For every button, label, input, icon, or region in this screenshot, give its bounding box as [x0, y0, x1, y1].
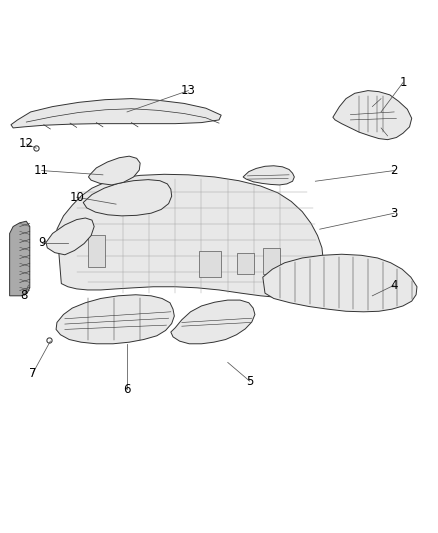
- Text: LHD: LHD: [151, 190, 165, 196]
- Text: 7: 7: [29, 367, 37, 379]
- Bar: [263, 248, 280, 274]
- Text: 12: 12: [19, 138, 34, 150]
- Text: 8: 8: [21, 289, 28, 302]
- Text: 11: 11: [34, 164, 49, 177]
- Text: 5: 5: [246, 375, 253, 387]
- Polygon shape: [83, 180, 172, 216]
- Polygon shape: [243, 166, 294, 185]
- Text: 9: 9: [38, 236, 46, 249]
- Text: 4: 4: [390, 279, 398, 292]
- Text: 3: 3: [391, 207, 398, 220]
- Polygon shape: [88, 156, 140, 185]
- Text: 10: 10: [69, 191, 84, 204]
- Bar: [199, 251, 221, 277]
- Text: M6: M6: [126, 190, 137, 196]
- Bar: [237, 253, 254, 274]
- Bar: [88, 235, 105, 266]
- Polygon shape: [263, 254, 417, 312]
- Polygon shape: [333, 91, 412, 140]
- Polygon shape: [11, 99, 221, 128]
- Text: 13: 13: [181, 84, 196, 97]
- Polygon shape: [171, 300, 255, 344]
- Polygon shape: [10, 221, 30, 296]
- Polygon shape: [56, 295, 174, 344]
- Text: 6: 6: [123, 383, 131, 395]
- Polygon shape: [57, 174, 323, 297]
- Polygon shape: [46, 218, 94, 255]
- Text: 2: 2: [390, 164, 398, 177]
- Text: 1: 1: [399, 76, 407, 89]
